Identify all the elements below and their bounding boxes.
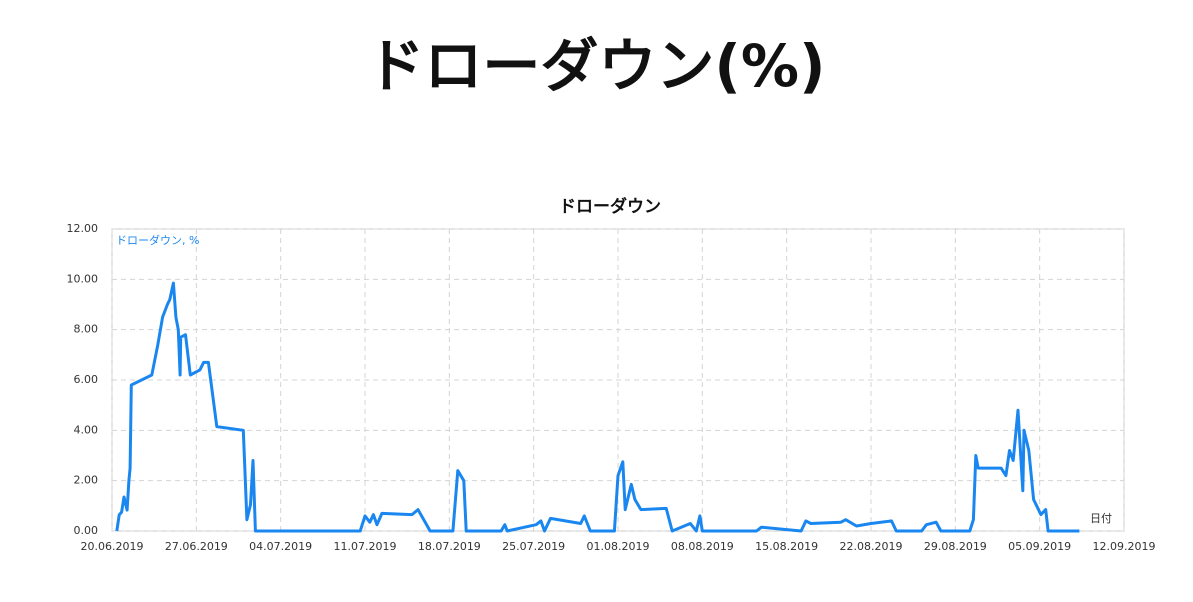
x-tick-label: 12.09.2019 (1093, 540, 1156, 553)
y-tick-label: 12.00 (67, 222, 99, 235)
x-tick-label: 11.07.2019 (334, 540, 397, 553)
x-tick-label: 01.08.2019 (587, 540, 650, 553)
x-tick-label: 08.08.2019 (671, 540, 734, 553)
drawdown-line (115, 281, 1080, 533)
y-axis-label: ドローダウン, % (116, 233, 199, 247)
x-tick-label: 18.07.2019 (418, 540, 481, 553)
y-tick-label: 10.00 (67, 272, 99, 285)
x-tick-label: 27.06.2019 (165, 540, 228, 553)
x-tick-label: 22.08.2019 (840, 540, 903, 553)
x-tick-label: 29.08.2019 (924, 540, 987, 553)
x-tick-label: 15.08.2019 (755, 540, 818, 553)
x-tick-label: 25.07.2019 (502, 540, 565, 553)
y-tick-label: 8.00 (74, 323, 99, 336)
x-axis-label: 日付 (1090, 512, 1112, 525)
y-tick-label: 6.00 (74, 373, 99, 386)
x-tick-label: 20.06.2019 (81, 540, 144, 553)
x-tick-label: 05.09.2019 (1008, 540, 1071, 553)
y-tick-label: 0.00 (74, 524, 99, 537)
page-heading: ドローダウン(%) (366, 32, 825, 100)
chart-title: ドローダウン (559, 196, 661, 217)
x-tick-label: 04.07.2019 (249, 540, 312, 553)
y-tick-label: 4.00 (74, 423, 99, 436)
y-tick-label: 2.00 (74, 474, 99, 487)
